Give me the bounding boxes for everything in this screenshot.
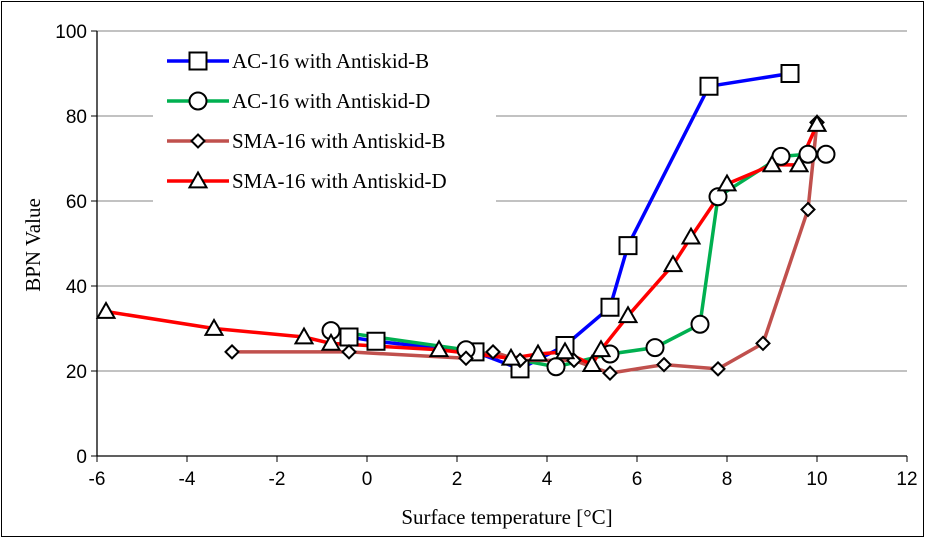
data-point (590, 339, 612, 358)
y-axis-title: BPN Value (21, 198, 45, 292)
y-tick-label: 20 (66, 362, 87, 383)
data-point (617, 305, 639, 324)
data-point (800, 201, 816, 218)
data-point (339, 327, 359, 347)
legend-marker (188, 91, 208, 111)
series-2-markers (321, 144, 836, 377)
x-tick-label: -6 (89, 469, 106, 490)
data-point (341, 343, 357, 360)
y-tick-label: 100 (55, 22, 87, 43)
x-tick-label: -4 (179, 469, 196, 490)
data-point (600, 297, 620, 317)
legend-label: AC-16 with Antiskid-D (232, 89, 430, 113)
data-point (708, 187, 728, 207)
data-point (500, 347, 522, 366)
data-point (293, 326, 315, 345)
data-point (203, 317, 225, 336)
y-tick-label: 40 (66, 277, 87, 298)
data-point (816, 144, 836, 164)
data-point (710, 360, 726, 377)
legend: AC-16 with Antiskid-B AC-16 with Antiskid… (153, 38, 496, 203)
x-tick-label: 8 (722, 469, 733, 490)
data-point (224, 343, 240, 360)
data-point (546, 357, 566, 377)
data-point (320, 332, 342, 351)
data-point (366, 331, 386, 351)
data-point (699, 76, 719, 96)
data-point (690, 314, 710, 334)
legend-marker (190, 133, 206, 149)
data-point (755, 335, 771, 352)
y-tick-label: 0 (76, 447, 87, 468)
data-point (806, 113, 828, 132)
data-point (428, 339, 450, 358)
legend-entry: AC-16 with Antiskid-B (167, 49, 429, 73)
legend-label: SMA-16 with Antiskid-B (232, 129, 446, 153)
series-4-markers (95, 113, 828, 372)
x-tick-label: -2 (269, 469, 286, 490)
legend-marker (188, 51, 208, 71)
data-point (554, 341, 576, 360)
x-tick-label: 2 (452, 469, 463, 490)
axes: 0 20 40 60 80 100 -6 -4 -2 0 2 4 6 8 10 12 (55, 22, 917, 490)
data-point (581, 354, 603, 372)
data-point (780, 64, 800, 83)
data-point (645, 338, 665, 358)
data-point (656, 356, 672, 373)
x-tick-label: 10 (806, 469, 827, 490)
series-layer (95, 64, 836, 382)
legend-entry: SMA-16 with Antiskid-B (167, 129, 446, 153)
data-point (95, 300, 117, 319)
data-point (602, 365, 618, 382)
legend-box (153, 38, 496, 203)
legend-label: SMA-16 with Antiskid-D (232, 169, 447, 193)
legend-marker (187, 170, 209, 189)
legend-entry: SMA-16 with Antiskid-D (167, 169, 447, 193)
data-point (485, 343, 501, 360)
data-point (680, 226, 702, 245)
legend-entry: AC-16 with Antiskid-D (167, 89, 430, 113)
y-tick-label: 80 (66, 107, 87, 128)
data-point (527, 343, 549, 362)
legend-label: AC-16 with Antiskid-B (232, 49, 429, 73)
x-tick-label: 6 (632, 469, 643, 490)
data-point (662, 254, 684, 273)
x-tick-label: 12 (896, 469, 917, 490)
x-tick-label: 4 (542, 469, 553, 490)
data-point (788, 154, 810, 173)
y-tick-label: 60 (66, 192, 87, 213)
data-point (458, 350, 474, 367)
data-point (618, 236, 638, 256)
data-point (761, 154, 783, 173)
x-tick-label: 0 (362, 469, 373, 490)
data-point (716, 173, 738, 192)
x-axis-title: Surface temperature [°C] (401, 505, 612, 529)
